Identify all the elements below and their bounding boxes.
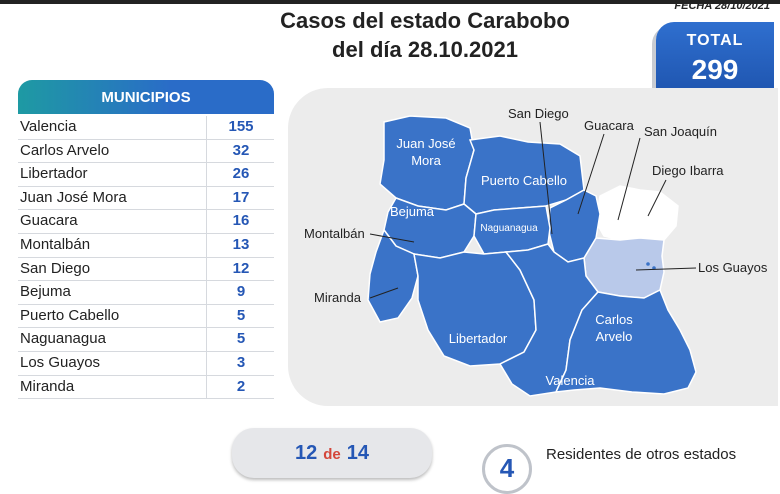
affected-count: 12: [294, 442, 318, 464]
region-libertador: [413, 251, 537, 367]
region-montalban-miranda: [367, 228, 419, 323]
column-divider: [206, 116, 207, 139]
municipio-name: San Diego: [20, 259, 91, 277]
label-naguanagua: Naguanagua: [480, 223, 538, 234]
total-municipalities: 14: [346, 442, 369, 464]
label-libertador: Libertador: [449, 331, 508, 346]
municipios-header-label: MUNICIPIOS: [101, 89, 191, 106]
label-san-diego: San Diego: [508, 106, 569, 121]
leader-diego-ibarra: [647, 179, 667, 217]
label-montalban: Montalbán: [304, 226, 365, 241]
municipio-cases: 155: [228, 118, 254, 135]
label-carlos-arvelo-1: Carlos: [595, 312, 633, 327]
municipio-cases: 3: [236, 353, 246, 371]
municipio-name: Libertador: [20, 165, 88, 183]
total-value: 299: [691, 54, 739, 85]
region-san-joaquin-diego-ibarra: [595, 185, 679, 241]
municipio-name: Naguanagua: [20, 330, 106, 348]
title-line-2: del día 28.10.2021: [332, 37, 518, 62]
table-row: Puerto Cabello 5: [18, 304, 274, 329]
column-divider: [206, 233, 207, 257]
table-row: Juan José Mora 17: [18, 186, 274, 211]
municipio-name: Juan José Mora: [20, 188, 127, 206]
residents-count-circle: 4: [482, 444, 532, 494]
municipio-cases: 12: [232, 259, 250, 277]
leader-montalban: [369, 233, 415, 243]
municipios-header: MUNICIPIOS: [18, 80, 274, 114]
municipio-name: Carlos Arvelo: [20, 141, 110, 159]
label-san-joaquin: San Joaquín: [644, 124, 717, 139]
municipio-name: Montalbán: [20, 235, 91, 253]
municipio-cases: 17: [232, 188, 250, 206]
table-row: Miranda 2: [18, 375, 274, 400]
leader-san-diego: [539, 121, 553, 235]
leader-guacara: [577, 133, 605, 215]
municipios-table: Valencia 155 Carlos Arvelo 32 Libertador 26…: [18, 116, 274, 400]
label-bejuma: Bejuma: [390, 204, 435, 219]
leader-miranda: [369, 287, 399, 299]
table-row: San Diego 12: [18, 257, 274, 282]
label-guacara: Guacara: [584, 118, 635, 133]
leader-san-joaquin: [617, 137, 641, 221]
label-miranda: Miranda: [314, 290, 362, 305]
column-divider: [206, 375, 207, 399]
table-row: Bejuma 9: [18, 281, 274, 305]
table-row: Carlos Arvelo 32: [18, 139, 274, 164]
total-label: TOTAL: [686, 32, 744, 49]
municipio-cases: 13: [232, 235, 250, 253]
los-guayos-marker: [646, 262, 650, 266]
label-juan-jose-mora-2: Mora: [411, 153, 441, 168]
column-divider: [206, 257, 207, 281]
region-carlos-arvelo: [554, 288, 697, 395]
affected-municipalities: 12 de 14: [232, 442, 432, 465]
table-row: Libertador 26: [18, 163, 274, 187]
leader-los-guayos: [635, 267, 697, 271]
column-divider: [206, 351, 207, 375]
label-valencia: Valencia: [546, 373, 596, 388]
table-row: Valencia 155: [18, 116, 274, 140]
affected-municipalities-pill: 12 de 14: [232, 428, 432, 478]
municipio-name: Valencia: [20, 118, 77, 135]
carabobo-map: Juan José Mora Puerto Cabello Bejuma Nag…: [304, 106, 768, 397]
column-divider: [206, 210, 207, 233]
page-title: Casos del estado Carabobo del día 28.10.…: [230, 6, 620, 64]
column-divider: [206, 304, 207, 328]
table-row: Naguanagua 5: [18, 328, 274, 352]
label-puerto-cabello: Puerto Cabello: [481, 173, 567, 188]
residents-count: 4: [499, 453, 515, 483]
column-divider: [206, 163, 207, 186]
affected-de: de: [323, 446, 341, 463]
label-carlos-arvelo-2: Arvelo: [596, 329, 633, 344]
column-divider: [206, 139, 207, 163]
label-los-guayos: Los Guayos: [698, 260, 768, 275]
report-date: FECHA 28/10/2021: [674, 0, 770, 12]
table-row: Los Guayos 3: [18, 351, 274, 376]
municipio-cases: 32: [232, 141, 250, 159]
municipio-cases: 2: [236, 377, 246, 395]
municipio-name: Miranda: [20, 377, 75, 395]
municipio-name: Bejuma: [20, 283, 71, 301]
municipio-cases: 5: [236, 330, 246, 348]
residents-text: Residentes de otros estados: [546, 446, 737, 463]
label-juan-jose-mora-1: Juan José: [396, 136, 455, 151]
municipio-cases: 16: [232, 212, 250, 230]
municipio-cases: 5: [236, 306, 246, 324]
municipio-name: Los Guayos: [20, 353, 101, 371]
municipio-cases: 9: [236, 283, 246, 301]
municipio-name: Guacara: [20, 212, 78, 230]
column-divider: [206, 281, 207, 304]
table-row: Guacara 16: [18, 210, 274, 234]
column-divider: [206, 328, 207, 351]
title-line-1: Casos del estado Carabobo: [280, 8, 570, 33]
municipio-name: Puerto Cabello: [20, 306, 120, 324]
label-diego-ibarra: Diego Ibarra: [652, 163, 724, 178]
top-border: [0, 0, 780, 4]
municipio-cases: 26: [232, 165, 250, 183]
column-divider: [206, 186, 207, 210]
table-row: Montalbán 13: [18, 233, 274, 258]
